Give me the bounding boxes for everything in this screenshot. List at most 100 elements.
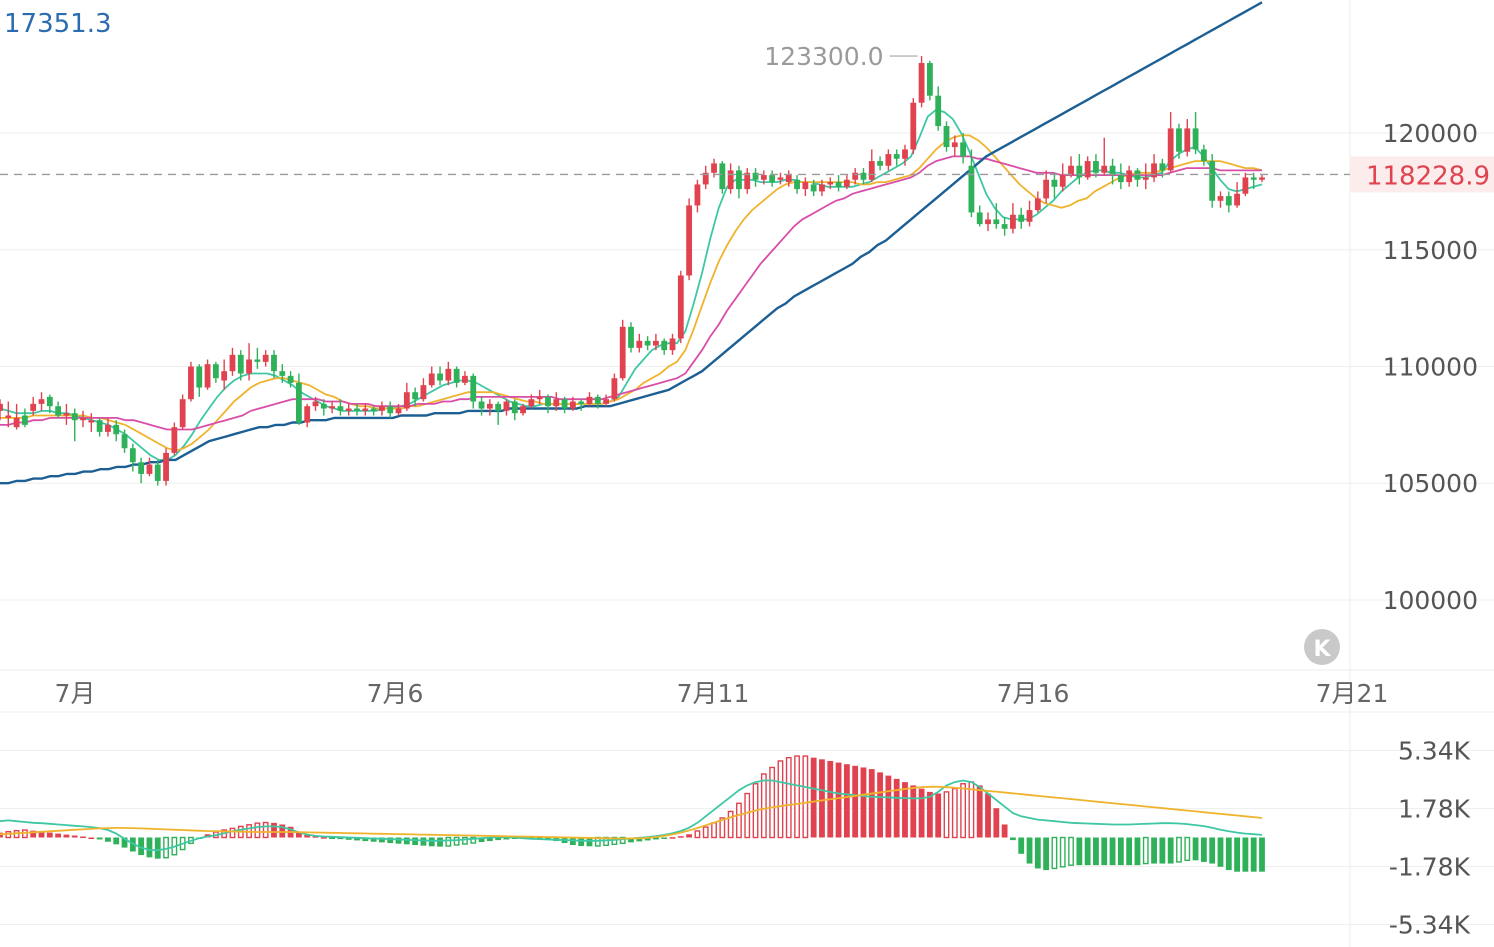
candle — [860, 168, 867, 185]
macd-bar — [71, 835, 78, 838]
candle — [1126, 165, 1133, 187]
macd-bar — [943, 791, 950, 839]
macd-bar — [1151, 837, 1157, 864]
macd-bar — [960, 783, 967, 839]
macd-bar — [619, 836, 626, 845]
candle — [445, 361, 452, 386]
candle — [5, 401, 12, 428]
candle — [63, 403, 70, 425]
macd-bar — [38, 831, 45, 838]
candle — [1250, 172, 1257, 190]
candle — [1084, 156, 1091, 180]
macd-bar — [354, 837, 360, 841]
macd-bar — [262, 821, 269, 839]
macd-bar — [362, 837, 369, 842]
price-axis: 120000 115000 110000 105000 100000 — [1383, 119, 1478, 615]
candle — [304, 403, 311, 428]
macd-bar — [711, 822, 717, 839]
macd-bar — [320, 837, 327, 839]
macd-bar — [852, 765, 859, 838]
candle — [868, 149, 875, 183]
macd-bar — [760, 773, 767, 839]
candle — [902, 144, 908, 166]
candle — [96, 417, 103, 437]
macd-bar — [1167, 837, 1174, 864]
candle — [694, 179, 701, 213]
candle — [437, 366, 443, 386]
macd-bar — [370, 837, 377, 842]
candle — [279, 364, 286, 383]
time-tick-label: 7月 — [55, 679, 96, 708]
macd-bar — [968, 781, 975, 839]
time-tick-label: 7月6 — [367, 679, 424, 708]
macd-bar — [113, 837, 120, 845]
candle — [486, 399, 493, 416]
candle — [345, 403, 352, 416]
macd-bar — [304, 834, 311, 838]
macd-bar — [694, 830, 701, 839]
macd-bar — [935, 793, 942, 838]
candle — [1018, 207, 1025, 229]
candle — [13, 403, 20, 430]
macd-bar — [1234, 837, 1240, 872]
macd-bar — [644, 837, 651, 841]
macd-bar — [736, 802, 742, 839]
macd-bar — [279, 824, 286, 838]
candle — [146, 457, 153, 477]
macd-bar — [686, 834, 693, 838]
macd-bar — [1068, 836, 1074, 866]
macd-bar — [80, 836, 86, 839]
macd-bar — [121, 837, 128, 848]
macd-bar — [1018, 837, 1025, 854]
macd-bar — [578, 837, 585, 846]
macd-bar — [1176, 836, 1182, 863]
candle — [827, 177, 834, 190]
candle — [926, 60, 933, 101]
candle — [337, 399, 344, 416]
current-price-badge — [1350, 156, 1494, 193]
macd-bar — [420, 837, 427, 846]
candle — [835, 175, 842, 192]
candle — [80, 410, 86, 428]
current-price-line: 118228.9 — [0, 156, 1494, 193]
macd-bar — [1001, 824, 1008, 838]
candle — [843, 175, 850, 190]
time-tick-label: 7月21 — [1316, 679, 1389, 708]
candle — [495, 401, 502, 425]
macd-bar — [794, 755, 800, 839]
candle — [1051, 172, 1058, 199]
macd-lines — [0, 779, 1263, 852]
macd-bar — [395, 837, 402, 844]
candle — [1001, 217, 1008, 236]
candle — [769, 170, 776, 187]
macd-tick-label: -5.34K — [1389, 910, 1471, 939]
macd-bar — [453, 836, 460, 846]
macd-bar — [719, 817, 726, 839]
candle — [1142, 163, 1149, 190]
macd-bar — [1209, 837, 1216, 864]
macd-bar — [868, 769, 875, 838]
candle — [976, 205, 983, 227]
ma-line — [0, 134, 1263, 452]
candle — [229, 347, 236, 376]
candle — [179, 394, 186, 430]
high-marker-label: 123300.0 — [764, 42, 883, 71]
macd-bar — [1242, 837, 1249, 872]
candle — [295, 373, 302, 425]
candle — [254, 347, 261, 369]
candle — [918, 56, 925, 108]
macd-bar — [744, 792, 751, 839]
macd-dea-line — [0, 785, 1263, 840]
candle — [379, 401, 385, 416]
candle — [462, 371, 468, 386]
macd-bar — [677, 836, 684, 838]
macd-bar — [387, 837, 394, 844]
candle — [22, 408, 28, 428]
candle — [885, 149, 892, 171]
candle — [1034, 191, 1041, 213]
macd-bar — [1259, 837, 1265, 872]
scroll-to-latest-button[interactable]: K — [1304, 629, 1340, 665]
macd-bar — [1192, 837, 1199, 861]
candle — [121, 429, 128, 453]
macd-bar — [810, 757, 817, 838]
